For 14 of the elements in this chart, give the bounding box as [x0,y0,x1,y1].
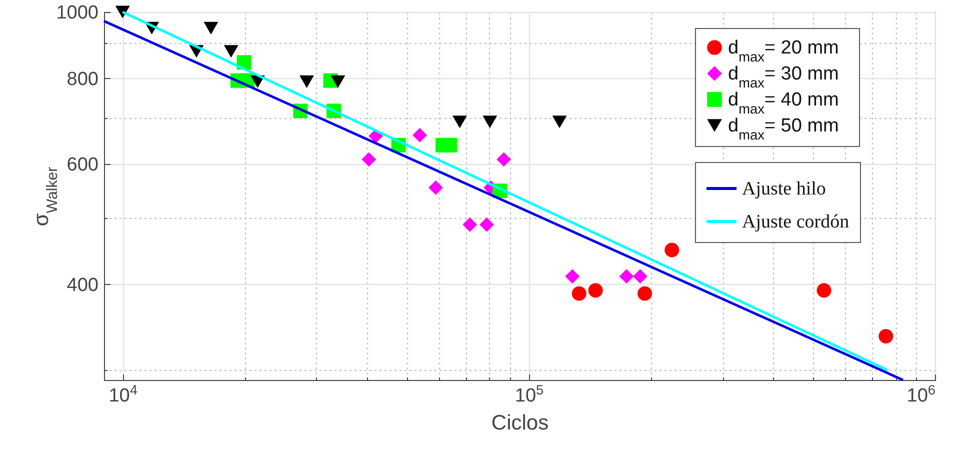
y-tick-label: 400 [66,274,98,296]
y-tick-label: 800 [66,68,98,90]
x-tick-label: 10$^{6}$ [906,382,936,406]
x-axis-title: Ciclos [491,412,549,434]
legend-label: Ajuste cordón [742,212,850,232]
y-tick-label: 1000 [56,2,98,24]
legend-label: Ajuste hilo [742,178,826,200]
legend-label: d$_{max}$= 30 mm [728,64,839,90]
x-tick-label: 10$^{4}$ [108,382,138,406]
legend-label: d$_{max}$= 20 mm [728,38,839,64]
legend-label: d$_{max}$= 50 mm [728,116,839,142]
x-tick-label: 10$^{5}$ [514,382,544,406]
y-tick-label: 600 [66,154,98,176]
legend-label: d$_{max}$= 40 mm [728,90,839,116]
